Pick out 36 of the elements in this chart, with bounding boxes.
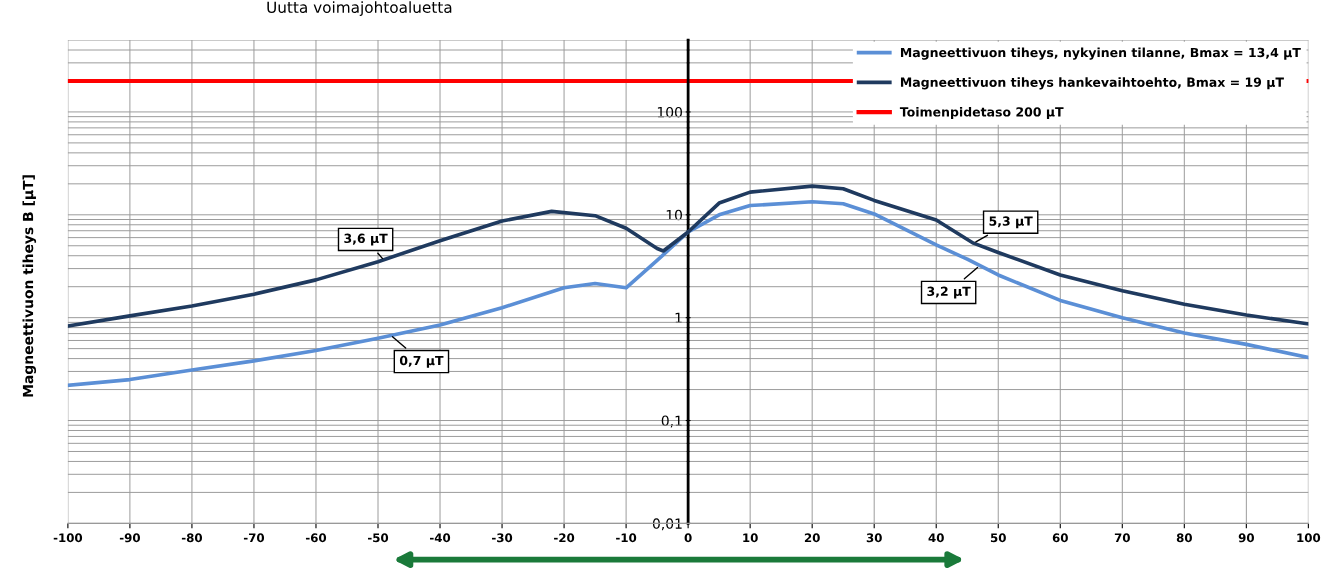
line-series <box>67 199 1309 388</box>
x-tick-label: 50 <box>990 533 1006 543</box>
x-tick-label: 90 <box>1238 533 1254 543</box>
x-tick-label: 80 <box>1176 533 1192 543</box>
legend-label: Toimenpidetaso 200 µT <box>899 106 1064 120</box>
annotation: 5,3 µT <box>989 216 1033 229</box>
y-tick-label: 0,1 <box>661 415 682 428</box>
x-tick-label: -60 <box>305 533 327 543</box>
x-tick-label: 0 <box>684 533 692 543</box>
x-tick-label: -80 <box>181 533 203 543</box>
x-tick-label: -90 <box>119 533 141 543</box>
annotation: 3,2 µT <box>927 286 971 299</box>
y-tick-label: 1 <box>675 312 682 323</box>
x-tick-label: -70 <box>243 533 265 543</box>
x-tick-label: 20 <box>804 533 820 543</box>
x-tick-label: 100 <box>1297 533 1321 543</box>
x-tick-label: -20 <box>554 533 575 543</box>
chart-title: Uutta voimajohtoaluetta <box>267 1 452 16</box>
x-tick-label: -30 <box>492 533 513 543</box>
x-tick-label: -40 <box>430 533 451 543</box>
x-tick-label: 60 <box>1052 533 1068 543</box>
x-tick-label: 10 <box>743 533 758 543</box>
annotation: 3,6 µT <box>344 233 388 246</box>
line-series <box>67 184 1309 328</box>
y-axis-title: Magneettivuon tiheys B [µT] <box>22 175 37 397</box>
legend-label: Magneettivuon tiheys hankevaihtoehto, Bmax = 19 µT <box>900 77 1284 90</box>
x-tick-label: -10 <box>616 533 637 543</box>
x-tick-label: -50 <box>367 533 389 543</box>
annotation: 0,7 µT <box>399 355 444 368</box>
x-tick-label: 70 <box>1114 533 1130 543</box>
x-tick-label: -100 <box>53 533 83 543</box>
y-tick-label: 10 <box>666 209 682 221</box>
x-tick-label: 30 <box>866 533 882 543</box>
y-tick-label: 100 <box>657 106 682 118</box>
x-tick-label: 40 <box>928 533 944 543</box>
legend-label: Magneettivuon tiheys, nykyinen tilanne, Bmax = 13,4 µT <box>900 47 1301 60</box>
